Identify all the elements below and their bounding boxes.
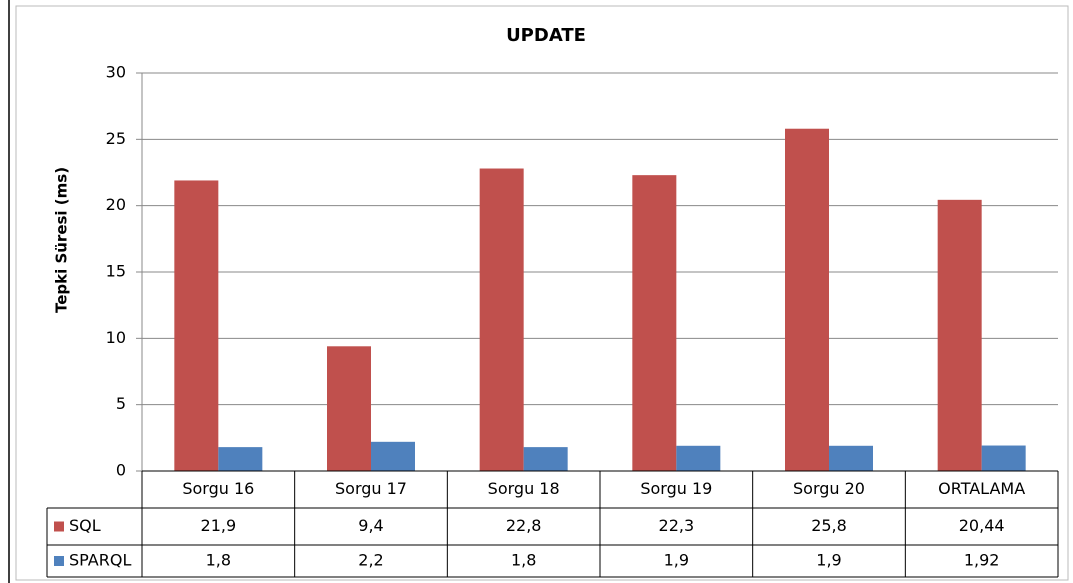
bar bbox=[937, 199, 982, 471]
table-value: 22,3 bbox=[659, 516, 695, 535]
table-value: 20,44 bbox=[959, 516, 1005, 535]
table-value: 22,8 bbox=[506, 516, 542, 535]
y-tick-label: 20 bbox=[106, 195, 126, 214]
x-tick-label: Sorgu 17 bbox=[335, 479, 407, 498]
x-tick-label: Sorgu 18 bbox=[488, 479, 560, 498]
chart-title: UPDATE bbox=[506, 25, 586, 46]
bar bbox=[479, 168, 524, 471]
bar bbox=[785, 128, 829, 471]
legend-label: SPARQL bbox=[69, 551, 131, 570]
legend-swatch bbox=[54, 556, 64, 566]
bar bbox=[676, 445, 721, 471]
x-tick-label: Sorgu 16 bbox=[182, 479, 254, 498]
y-tick-label: 15 bbox=[106, 262, 126, 281]
bar bbox=[174, 180, 219, 471]
y-tick-label: 30 bbox=[106, 63, 126, 82]
x-tick-label: Sorgu 19 bbox=[640, 479, 712, 498]
table-value: 1,92 bbox=[964, 551, 1000, 570]
bar bbox=[632, 175, 677, 472]
bar bbox=[523, 447, 568, 471]
chart-border bbox=[15, 5, 1069, 581]
table-value: 21,9 bbox=[201, 516, 237, 535]
table-value: 1,8 bbox=[511, 551, 536, 570]
table-value: 1,9 bbox=[664, 551, 689, 570]
x-tick-label: Sorgu 20 bbox=[793, 479, 865, 498]
bar bbox=[371, 441, 415, 471]
table-value: 1,8 bbox=[206, 551, 231, 570]
bar bbox=[327, 346, 371, 471]
table-value: 1,9 bbox=[816, 551, 841, 570]
x-tick-label: ORTALAMA bbox=[938, 479, 1025, 498]
y-tick-label: 25 bbox=[106, 129, 126, 148]
y-axis-label: Tepki Süresi (ms) bbox=[53, 167, 71, 313]
table-value: 25,8 bbox=[811, 516, 847, 535]
y-tick-label: 0 bbox=[116, 461, 126, 480]
table-value: 2,2 bbox=[358, 551, 383, 570]
bar bbox=[981, 445, 1026, 471]
bar bbox=[218, 447, 263, 471]
bar bbox=[829, 445, 873, 471]
y-tick-label: 5 bbox=[116, 394, 126, 413]
legend-swatch bbox=[54, 521, 64, 532]
y-tick-label: 10 bbox=[106, 328, 126, 347]
table-value: 9,4 bbox=[358, 516, 383, 535]
legend-label: SQL bbox=[69, 516, 101, 535]
